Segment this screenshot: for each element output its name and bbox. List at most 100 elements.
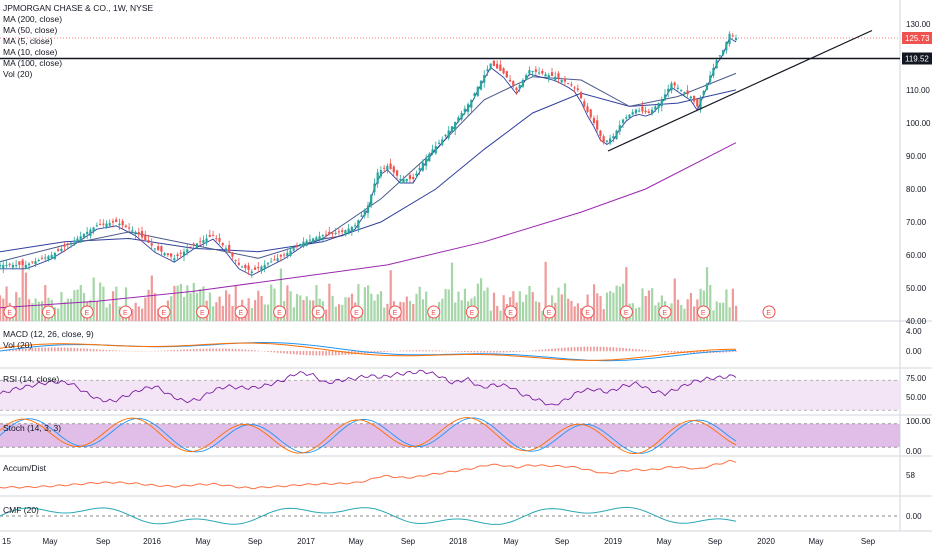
macd-histogram-bar	[386, 351, 389, 352]
volume-bar	[247, 298, 250, 321]
volume-bar	[602, 309, 605, 321]
volume-bar	[192, 282, 195, 321]
macd-histogram-bar	[660, 351, 663, 352]
macd-histogram-bar	[441, 350, 444, 352]
macd-histogram-bar	[215, 348, 218, 352]
candle-body	[541, 70, 544, 74]
candle-body	[147, 240, 150, 243]
macd-histogram-bar	[305, 351, 308, 356]
volume-bar	[2, 298, 5, 321]
price-tick-label: 40.00	[906, 317, 927, 326]
volume-bar	[60, 291, 63, 321]
macd-histogram-bar	[564, 347, 566, 352]
candle-body	[583, 101, 586, 107]
volume-bar	[299, 295, 302, 321]
macd-histogram-bar	[157, 350, 159, 352]
candle-body	[602, 136, 605, 143]
volume-bar	[202, 286, 205, 321]
macd-histogram-bar	[476, 351, 479, 353]
volume-bar	[638, 307, 641, 321]
volume-bar	[344, 297, 347, 321]
macd-histogram-bar	[89, 348, 92, 352]
macd-histogram-bar	[205, 348, 208, 352]
volume-bar	[499, 310, 502, 321]
volume-bar	[325, 309, 328, 321]
candle-body	[492, 60, 495, 66]
macd-histogram-bar	[86, 348, 88, 352]
candle-body	[160, 246, 163, 252]
trendline	[607, 29, 873, 152]
candle-body	[182, 251, 186, 256]
volume-bar	[641, 288, 644, 321]
macd-histogram-bar	[221, 348, 224, 352]
macd-histogram-bar	[318, 351, 321, 356]
earnings-letter: E	[316, 310, 321, 317]
candle-body	[134, 231, 137, 235]
candle-body	[302, 241, 305, 247]
macd-histogram-bar	[322, 351, 324, 356]
volume-bar	[134, 302, 137, 321]
candle-body	[709, 75, 712, 82]
candle-body	[341, 230, 344, 232]
macd-histogram-bar	[28, 348, 30, 352]
macd-histogram-bar	[102, 349, 105, 352]
volume-bar	[573, 306, 576, 321]
candle-body	[621, 119, 625, 123]
candle-body	[686, 90, 689, 95]
macd-histogram-bar	[76, 348, 79, 352]
macd-histogram-bar	[625, 348, 628, 352]
macd-histogram-bar	[677, 351, 679, 353]
macd-histogram-bar	[405, 350, 408, 352]
candle-body	[705, 83, 709, 90]
volume-bar	[654, 305, 657, 321]
volume-bar	[357, 284, 360, 321]
candle-body	[625, 117, 628, 119]
price-label: 125.73	[905, 34, 930, 43]
volume-bar	[115, 286, 118, 321]
macd-histogram-bar	[54, 347, 56, 352]
stoch-line	[0, 417, 737, 454]
volume-bar	[21, 258, 24, 321]
candle-body	[663, 94, 667, 101]
macd-histogram-bar	[234, 348, 237, 352]
macd-histogram-bar	[409, 350, 411, 352]
volume-bar	[625, 267, 628, 321]
macd-histogram-bar	[263, 351, 266, 352]
macd-histogram-bar	[312, 351, 314, 356]
earnings-letter: E	[393, 310, 398, 317]
legend-vol: Vol (20)	[3, 69, 33, 79]
macd-histogram-bar	[160, 350, 163, 352]
candle-body	[186, 249, 189, 253]
macd-histogram-bar	[551, 348, 553, 352]
candle-body	[266, 263, 270, 265]
volume-bar	[567, 298, 570, 321]
macd-histogram-bar	[467, 351, 469, 353]
earnings-letter: E	[585, 310, 590, 317]
time-tick-label: May	[656, 537, 671, 546]
macd-histogram-bar	[176, 349, 179, 352]
volume-bar	[444, 288, 447, 321]
candle-body	[105, 223, 108, 229]
candle-body	[554, 76, 557, 80]
cmf-tick-label: 0.00	[906, 512, 922, 521]
candle-body	[370, 194, 373, 206]
volume-bar	[186, 285, 189, 321]
macd-histogram-bar	[15, 349, 17, 352]
volume-bar	[651, 288, 654, 321]
candle-body	[208, 235, 211, 237]
price-label-box	[902, 52, 932, 65]
volume-bar	[518, 291, 521, 321]
candle-body	[237, 262, 240, 265]
volume-bar	[486, 287, 489, 321]
candle-body	[641, 106, 644, 112]
volume-bar	[731, 288, 734, 321]
candle-body	[670, 83, 673, 91]
volume-bar	[228, 294, 231, 321]
volume-bar	[680, 304, 683, 321]
candle-body	[689, 96, 692, 99]
volume-bar	[195, 292, 199, 321]
macd-histogram-bar	[496, 351, 498, 353]
volume-bar	[341, 304, 344, 321]
candle-body	[40, 257, 44, 259]
